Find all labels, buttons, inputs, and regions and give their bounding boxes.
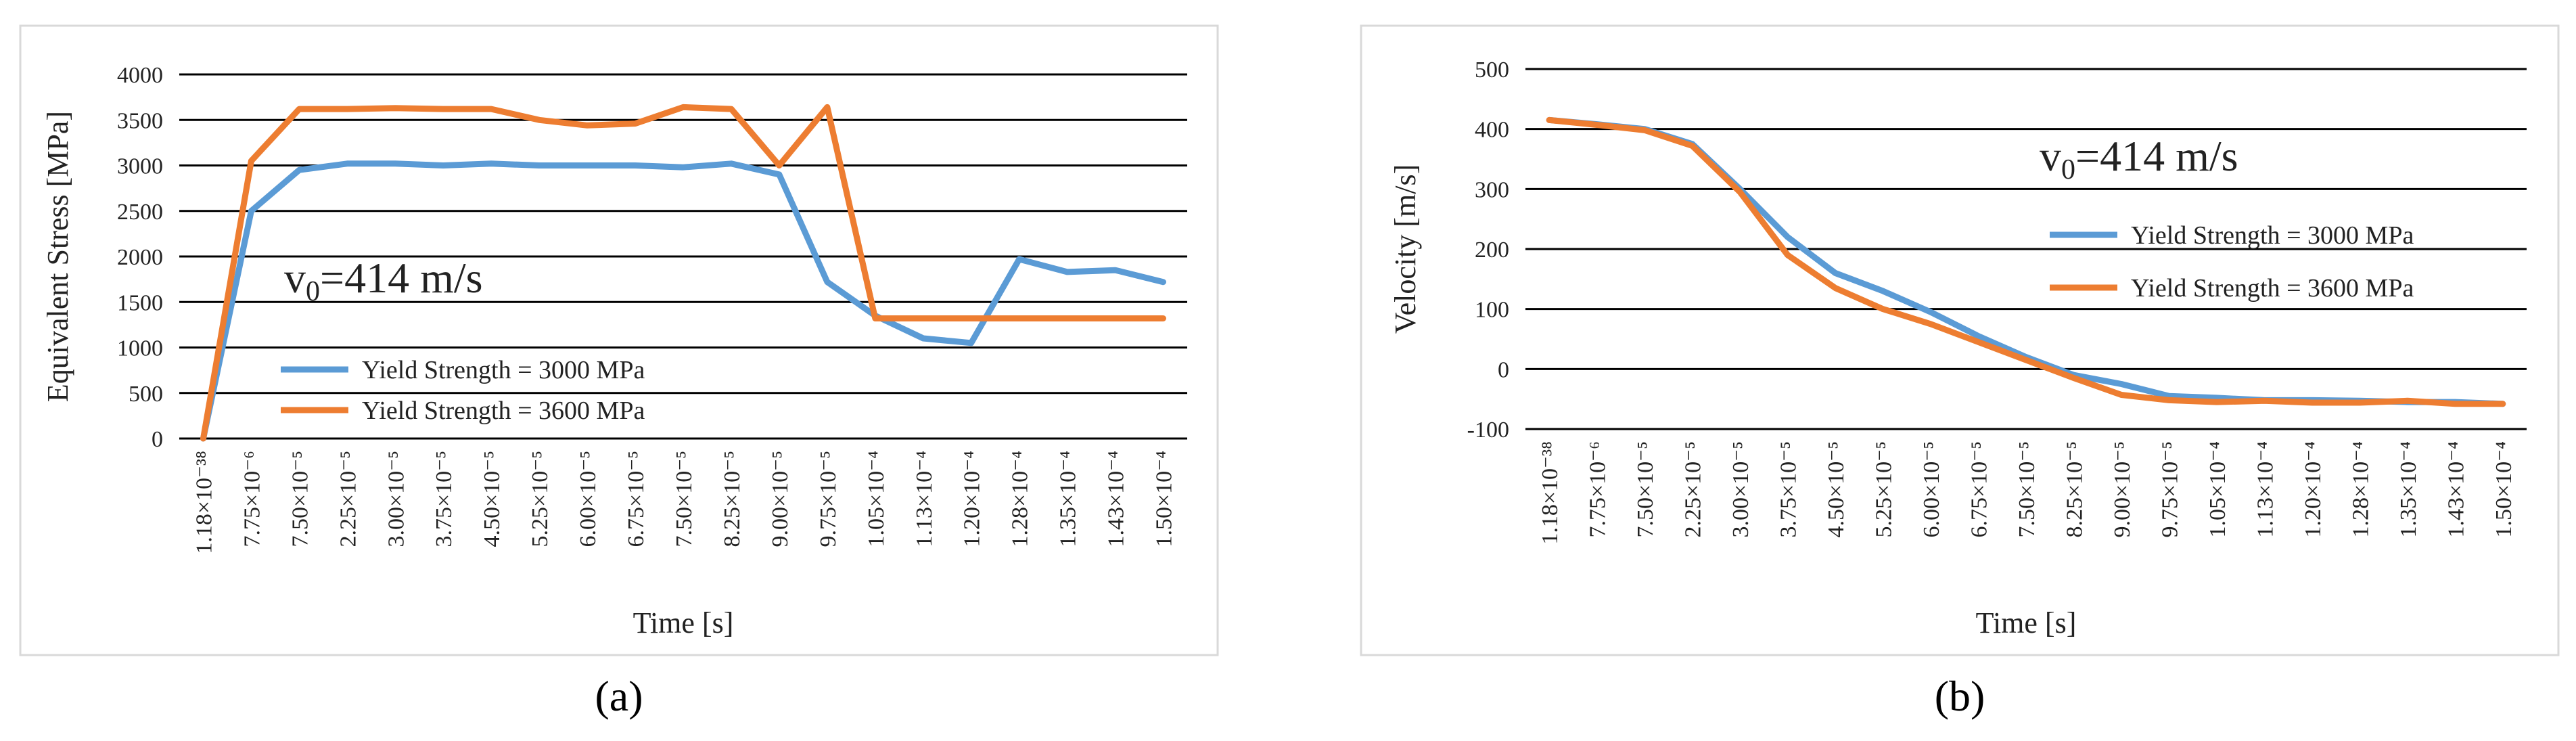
- x-tick-label: 1.13×10⁻⁴: [912, 451, 937, 547]
- y-tick-label: 1000: [117, 336, 163, 361]
- velocity-chart: -100 0 100 200 300 400 500 1.18×10⁻³⁸ 7.75×10⁻⁶ 7…: [1389, 58, 2527, 639]
- x-tick-label: 7.50×10⁻⁵: [672, 451, 697, 547]
- y-tick-label: 500: [129, 382, 163, 407]
- x-tick-label: 1.35×10⁻⁴: [2396, 441, 2421, 537]
- series-line: [1546, 116, 2506, 407]
- annotation-base: v: [2040, 132, 2061, 180]
- x-tick-label: 6.00×10⁻⁵: [576, 451, 601, 547]
- y-tick-label: 2000: [117, 245, 163, 270]
- x-tick-label: 4.50×10⁻⁵: [480, 451, 505, 547]
- x-tick-label: 1.35×10⁻⁴: [1056, 451, 1081, 547]
- y-tick-label: -100: [1467, 418, 1509, 443]
- y-tick-label: 3500: [117, 108, 163, 133]
- x-tick-label: 3.00×10⁻⁵: [384, 451, 409, 547]
- y-tick-label: 2500: [117, 200, 163, 225]
- x-tick-label: 1.50×10⁻⁴: [1152, 451, 1177, 547]
- y-axis-title: Equivalent Stress [MPa]: [41, 111, 74, 402]
- x-tick-label: 1.05×10⁻⁴: [2205, 441, 2230, 537]
- y-tick-label: 1500: [117, 290, 163, 315]
- y-axis-title: Velocity [m/s]: [1389, 164, 1422, 334]
- x-tick-label: 9.00×10⁻⁵: [2110, 441, 2135, 537]
- x-tick-label: 1.13×10⁻⁴: [2253, 441, 2278, 537]
- annotation-subscript: 0: [2061, 154, 2075, 185]
- panel-b-label: (b): [1935, 672, 1985, 720]
- x-tick-label: 9.00×10⁻⁵: [768, 451, 793, 547]
- x-tick-label: 3.00×10⁻⁵: [1728, 441, 1753, 537]
- x-tick-label: 6.75×10⁻⁵: [1967, 441, 1992, 537]
- annotation-subscript: 0: [306, 276, 320, 307]
- panel-b-frame: [1360, 24, 2560, 656]
- x-tick-label: 1.18×10⁻³⁸: [191, 451, 216, 554]
- y-tick-label: 200: [1475, 238, 1509, 263]
- y-tick-label: 4000: [117, 63, 163, 88]
- x-tick-label: 1.20×10⁻⁴: [2301, 441, 2326, 537]
- annotation-rest: =414 m/s: [320, 254, 483, 302]
- legend-label: Yield Strength = 3600 MPa: [2131, 274, 2414, 302]
- x-tick-label: 1.05×10⁻⁴: [864, 451, 889, 547]
- annotation-rest: =414 m/s: [2075, 132, 2238, 180]
- x-tick-label: 3.75×10⁻⁵: [1776, 441, 1801, 537]
- y-tick-label: 100: [1475, 298, 1509, 323]
- x-tick-label: 9.75×10⁻⁵: [816, 451, 841, 547]
- legend-label: Yield Strength = 3600 MPa: [362, 397, 645, 425]
- x-tick-label: 6.00×10⁻⁵: [1919, 441, 1944, 537]
- x-tick-label: 2.25×10⁻⁵: [1681, 441, 1706, 537]
- x-tick-label: 3.75×10⁻⁵: [432, 451, 457, 547]
- x-tick-label: 7.50×10⁻⁵: [1633, 441, 1658, 537]
- series-line: [200, 104, 1166, 442]
- x-tick-label: 5.25×10⁻⁵: [528, 451, 553, 547]
- x-tick-label: 1.28×10⁻⁴: [2348, 441, 2373, 537]
- x-tick-label: 1.20×10⁻⁴: [960, 451, 985, 547]
- x-tick-label: 7.75×10⁻⁶: [239, 451, 264, 547]
- y-tick-label: 400: [1475, 118, 1509, 143]
- x-axis-title: Time [s]: [1976, 606, 2077, 639]
- x-tick-label: 9.75×10⁻⁵: [2157, 441, 2182, 537]
- x-tick-label: 1.18×10⁻³⁸: [1538, 441, 1563, 545]
- x-tick-label: 1.43×10⁻⁴: [2443, 441, 2468, 537]
- x-tick-label: 7.50×10⁻⁵: [288, 451, 313, 547]
- velocity-annotation: v0=414 m/s: [2040, 132, 2238, 185]
- x-tick-label: 5.25×10⁻⁵: [1872, 441, 1897, 537]
- x-tick-label: 4.50×10⁻⁵: [1824, 441, 1849, 537]
- panel-a-label: (a): [595, 672, 643, 720]
- series-line: [200, 160, 1166, 442]
- y-tick-label: 3000: [117, 154, 163, 179]
- x-axis-title: Time [s]: [633, 606, 734, 639]
- x-tick-label: 8.25×10⁻⁵: [720, 451, 745, 547]
- legend-label: Yield Strength = 3000 MPa: [362, 356, 645, 384]
- x-tick-label: 1.43×10⁻⁴: [1104, 451, 1129, 547]
- y-tick-label: 0: [1498, 357, 1509, 382]
- x-tick-label: 1.28×10⁻⁴: [1008, 451, 1033, 547]
- stress-chart: 0 500 1000 1500 2000 2500 3000 3500 4000 1.18×10⁻…: [41, 63, 1187, 639]
- x-tick-label: 7.75×10⁻⁶: [1586, 441, 1611, 537]
- x-tick-label: 7.50×10⁻⁵: [2015, 441, 2040, 537]
- legend-label: Yield Strength = 3000 MPa: [2131, 221, 2414, 250]
- annotation-base: v: [284, 254, 306, 302]
- y-tick-label: 300: [1475, 177, 1509, 202]
- y-tick-label: 0: [152, 427, 163, 452]
- x-tick-label: 1.50×10⁻⁴: [2491, 441, 2516, 537]
- x-tick-label: 8.25×10⁻⁵: [2062, 441, 2087, 537]
- x-tick-label: 6.75×10⁻⁵: [624, 451, 649, 547]
- x-tick-label: 2.25×10⁻⁵: [336, 451, 361, 547]
- y-tick-label: 500: [1475, 58, 1509, 83]
- velocity-annotation: v0=414 m/s: [284, 254, 483, 307]
